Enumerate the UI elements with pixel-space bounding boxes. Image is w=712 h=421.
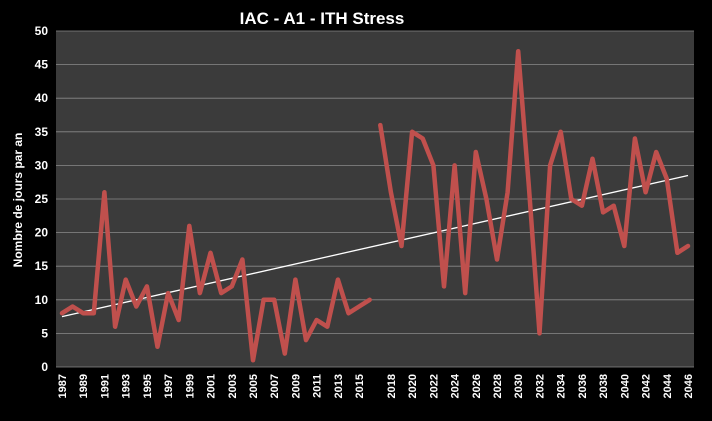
x-tick-label: 2034 bbox=[556, 373, 568, 398]
x-tick-label: 2005 bbox=[248, 374, 260, 398]
x-tick-label: 2046 bbox=[683, 374, 695, 398]
x-tick-label: 2042 bbox=[641, 374, 653, 398]
x-tick-label: 2018 bbox=[386, 374, 398, 398]
x-tick-label: 2024 bbox=[450, 373, 462, 398]
y-tick-label: 30 bbox=[35, 158, 49, 172]
x-tick-label: 2003 bbox=[227, 374, 239, 398]
x-tick-label: 2007 bbox=[269, 374, 281, 398]
y-tick-label: 20 bbox=[35, 226, 49, 240]
x-tick-label: 2038 bbox=[598, 374, 610, 398]
x-tick-label: 2011 bbox=[312, 374, 324, 398]
y-tick-label: 35 bbox=[35, 125, 49, 139]
y-axis-label: Nombre de jours par an bbox=[11, 133, 25, 268]
x-tick-label: 2040 bbox=[619, 374, 631, 398]
series-lines bbox=[59, 48, 691, 363]
x-tick-label: 2009 bbox=[290, 374, 302, 398]
x-tick-label: 2028 bbox=[492, 374, 504, 398]
x-axis-ticks: 1987 1989 1991 1993 1995 1997 1999 2001 2003 2005… bbox=[57, 373, 695, 398]
x-tick-label: 2001 bbox=[206, 374, 218, 398]
y-tick-label: 0 bbox=[41, 360, 48, 374]
y-tick-label: 50 bbox=[35, 24, 49, 38]
y-tick-label: 25 bbox=[35, 192, 49, 206]
chart-title: IAC - A1 - ITH Stress bbox=[240, 9, 405, 28]
x-tick-label: 2030 bbox=[513, 374, 525, 398]
x-tick-label: 2044 bbox=[662, 373, 674, 398]
x-tick-label: 2036 bbox=[577, 374, 589, 398]
y-axis-ticks: 0 5 10 15 20 25 30 35 40 45 50 bbox=[35, 24, 49, 374]
x-tick-label: 2020 bbox=[407, 374, 419, 398]
y-tick-label: 10 bbox=[35, 293, 49, 307]
y-tick-label: 15 bbox=[35, 259, 49, 273]
x-tick-label: 2026 bbox=[471, 374, 483, 398]
series-line-segment bbox=[378, 48, 691, 336]
gridlines bbox=[56, 30, 694, 368]
y-tick-label: 40 bbox=[35, 91, 49, 105]
x-tick-label: 1995 bbox=[142, 374, 154, 398]
x-tick-label: 1999 bbox=[184, 374, 196, 398]
x-tick-label: 1993 bbox=[121, 374, 133, 398]
x-tick-label: 2022 bbox=[428, 374, 440, 398]
y-tick-label: 5 bbox=[41, 326, 48, 340]
series-line-segment bbox=[59, 190, 372, 363]
y-tick-label: 45 bbox=[35, 58, 49, 72]
x-tick-label: 1989 bbox=[78, 374, 90, 398]
x-tick-label: 2013 bbox=[333, 374, 345, 398]
x-tick-label: 2015 bbox=[354, 374, 366, 398]
x-tick-label: 1991 bbox=[99, 374, 111, 398]
x-tick-label: 2032 bbox=[534, 374, 546, 398]
x-tick-label: 1997 bbox=[163, 374, 175, 398]
x-tick-label: 1987 bbox=[57, 374, 69, 398]
